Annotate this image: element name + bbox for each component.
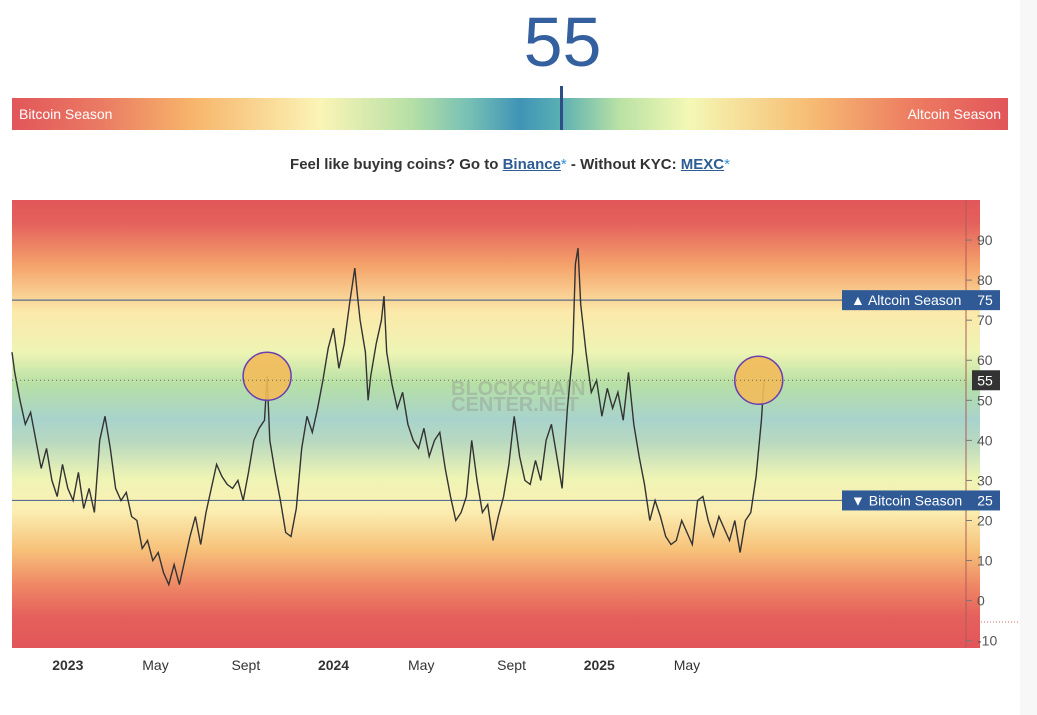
watermark-line-2: CENTER.NET [451, 394, 579, 416]
series-line [11, 247, 765, 587]
threshold-value: 25 [977, 492, 993, 508]
y-tick-label: -10 [977, 633, 997, 649]
y-tick-label: 60 [977, 352, 993, 368]
highlight-circle [242, 351, 292, 402]
x-tick-label: May [408, 657, 434, 673]
x-tick-label: Sept [231, 657, 260, 673]
promo-text-middle: - Without KYC: [566, 156, 681, 173]
threshold-label: ▼ Bitcoin Season [851, 492, 962, 508]
binance-star: * [560, 156, 567, 173]
watermark-line-1: BLOCKCHAIN [451, 378, 585, 400]
x-tick-label: 2024 [318, 657, 349, 673]
y-tick-label: 40 [977, 432, 993, 448]
chart-plot-background [12, 200, 980, 648]
x-tick-label: 2025 [584, 657, 615, 673]
current-value-label: 55 [977, 372, 993, 388]
y-tick-label: 0 [977, 593, 985, 609]
x-tick-label: May [142, 657, 168, 673]
promo-line: Feel like buying coins? Go to Binance* -… [0, 156, 1020, 173]
highlight-circle [733, 355, 784, 406]
current-value-marker [560, 86, 563, 130]
bitcoin-season-label: Bitcoin Season [19, 106, 113, 122]
x-tick-label: 2023 [52, 657, 83, 673]
threshold-label-box [842, 490, 1000, 511]
y-tick-label: 50 [977, 392, 993, 408]
right-page-edge [1020, 0, 1037, 715]
threshold-value: 75 [977, 292, 993, 308]
y-tick-label: 10 [977, 553, 993, 569]
x-tick-label: Sept [497, 657, 526, 673]
y-tick-label: 70 [977, 312, 993, 328]
threshold-label-box [842, 290, 1000, 311]
altcoin-season-index-chart: BLOCKCHAIN CENTER.NET 90 80 70 60 50 40 30 20 10… [11, 200, 1020, 680]
season-gradient-bar: Bitcoin Season Altcoin Season [12, 86, 1008, 130]
current-index-value: 55 [523, 3, 602, 81]
y-tick-label: 20 [977, 512, 993, 528]
mexc-star: * [724, 156, 730, 173]
mexc-link[interactable]: MEXC [680, 156, 725, 173]
altcoin-season-label: Altcoin Season [907, 106, 1001, 122]
x-axis-area [12, 648, 980, 680]
current-value-box [972, 370, 1000, 391]
promo-text-before: Feel like buying coins? Go to [290, 156, 499, 173]
y-tick-label: 90 [977, 232, 993, 248]
x-tick-label: May [674, 657, 700, 673]
y-tick-label: 80 [977, 272, 993, 288]
binance-link[interactable]: Binance [502, 156, 561, 173]
threshold-label: ▲ Altcoin Season [851, 292, 961, 308]
y-tick-label: 30 [977, 472, 993, 488]
